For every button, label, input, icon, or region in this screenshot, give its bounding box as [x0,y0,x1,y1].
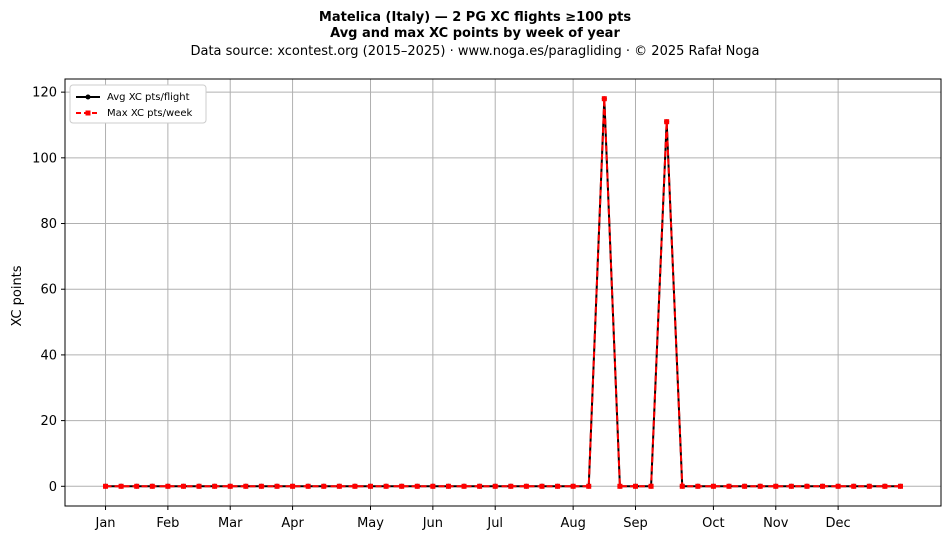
data-point-max [305,483,311,489]
legend-max-marker [85,110,91,116]
data-point-max [196,483,202,489]
series-group [103,96,903,489]
data-point-max [648,483,654,489]
data-point-max [897,483,903,489]
x-tick-label: Dec [826,516,851,531]
data-point-max [726,483,732,489]
data-point-max [118,483,124,489]
data-point-max [336,483,342,489]
x-tick-label: Jan [95,516,116,531]
data-point-max [461,483,467,489]
data-point-max [523,483,529,489]
data-point-max [430,483,436,489]
x-tick-label: Oct [702,516,724,531]
y-tick-label: 40 [40,348,57,363]
data-point-max [773,483,779,489]
grid [65,79,941,506]
data-point-max [290,483,296,489]
data-point-max [399,483,405,489]
data-point-max [695,483,701,489]
chart-title-line1: Matelica (Italy) — 2 PG XC flights ≥100 … [319,10,631,25]
chart-subtitle: Data source: xcontest.org (2015–2025) · … [190,44,759,59]
data-point-max [835,483,841,489]
x-tick-label: Jul [486,516,503,531]
data-point-max [508,483,514,489]
legend-max-label: Max XC pts/week [107,108,192,119]
data-point-max [882,483,888,489]
legend-avg-marker [85,94,91,100]
x-tick-label: Nov [763,516,789,531]
x-tick-label: Feb [156,516,179,531]
data-point-max [679,483,685,489]
y-tick-label: 80 [40,217,57,232]
data-point-max [383,483,389,489]
data-point-max [414,483,420,489]
data-point-max [258,483,264,489]
data-point-max [820,483,826,489]
data-point-max [617,483,623,489]
data-point-max [477,483,483,489]
y-tick-label: 0 [49,480,57,495]
x-tick-label: Mar [218,516,243,531]
data-point-max [664,119,670,125]
data-point-max [757,483,763,489]
data-point-max [103,483,109,489]
data-point-max [851,483,857,489]
plot-frame [64,78,942,507]
x-tick-label: May [357,516,384,531]
data-point-max [601,96,607,102]
series-line-2 [105,97,901,488]
data-point-max [134,483,140,489]
data-point-max [212,483,218,489]
data-point-max [492,483,498,489]
data-point-max [165,483,171,489]
data-point-max [321,483,327,489]
data-point-max [570,483,576,489]
data-point-max [555,483,561,489]
data-point-max [274,483,280,489]
x-tick-label: Jun [422,516,443,531]
series-line-1 [105,97,901,488]
axis-ticks: 0 20 40 60 80 100 120 Jan Feb Mar Apr May Jun Jul Aug S… [32,86,851,531]
legend-avg-label: Avg XC pts/flight [107,92,190,103]
data-point-max [368,483,374,489]
data-point-max [352,483,358,489]
data-point-max [445,483,451,489]
data-point-max [149,483,155,489]
y-tick-label: 20 [40,414,57,429]
data-point-max [866,483,872,489]
y-tick-label: 120 [32,86,57,101]
data-point-max [804,483,810,489]
data-point-max [632,483,638,489]
x-tick-label: Aug [560,516,585,531]
data-point-max [180,483,186,489]
data-point-max [539,483,545,489]
y-axis-label: XC points [10,265,25,326]
data-point-max [227,483,233,489]
data-point-max [586,483,592,489]
data-point-max [710,483,716,489]
legend: Avg XC pts/flight Max XC pts/week [69,84,207,124]
y-tick-label: 60 [40,283,57,298]
data-point-max [243,483,249,489]
x-tick-label: Sep [623,516,648,531]
y-tick-label: 100 [32,151,57,166]
legend-box [69,84,207,124]
x-tick-label: Apr [281,516,304,531]
data-point-max [788,483,794,489]
chart-title-line2: Avg and max XC points by week of year [330,26,620,41]
data-point-max [742,483,748,489]
